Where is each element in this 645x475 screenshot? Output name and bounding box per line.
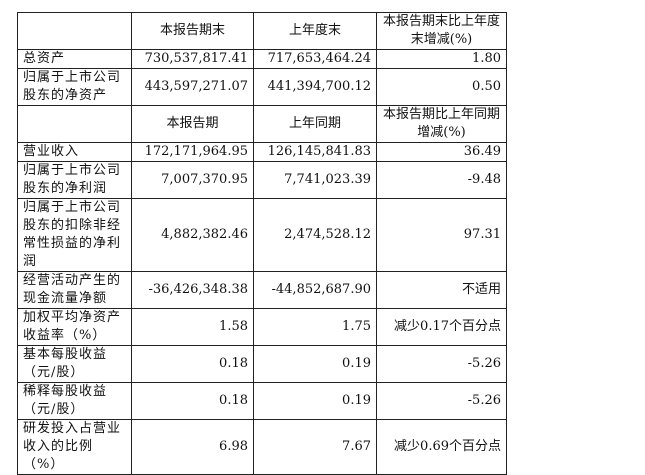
table-row: 基本每股收益（元/股） 0.18 0.19 -5.26 xyxy=(17,345,507,383)
header-current-period: 本报告期 xyxy=(131,105,254,143)
cell-value: 6.98 xyxy=(131,419,254,475)
cell-value: 0.19 xyxy=(253,382,377,420)
cell-value: -36,426,348.38 xyxy=(131,271,254,309)
cell-value: 1.58 xyxy=(131,308,254,346)
cell-value: -44,852,687.90 xyxy=(253,271,377,309)
cell-value: 441,394,700.12 xyxy=(253,68,377,106)
cell-value: 1.75 xyxy=(253,308,377,346)
cell-value: 7,007,370.95 xyxy=(131,161,254,199)
header-empty xyxy=(17,105,132,143)
cell-value: -9.48 xyxy=(376,161,507,199)
cell-value: 减少0.69个百分点 xyxy=(376,419,507,475)
table-row: 经营活动产生的现金流量净额 -36,426,348.38 -44,852,687… xyxy=(17,271,507,309)
cell-value: -5.26 xyxy=(376,382,507,420)
cell-value: 0.19 xyxy=(253,345,377,383)
cell-value: 不适用 xyxy=(376,271,507,309)
cell-value: 1.80 xyxy=(376,49,507,69)
table-row: 归属于上市公司股东的净资产 443,597,271.07 441,394,700… xyxy=(17,68,507,106)
cell-value: 0.18 xyxy=(131,345,254,383)
header-row: 本报告期末 上年度末 本报告期末比上年度末增减(%) xyxy=(17,12,507,50)
cell-value: 730,537,817.41 xyxy=(131,49,254,69)
cell-value: 443,597,271.07 xyxy=(131,68,254,106)
cell-value: 2,474,528.12 xyxy=(253,198,377,272)
header-empty xyxy=(17,12,132,50)
cell-value: 0.50 xyxy=(376,68,507,106)
row-label: 基本每股收益（元/股） xyxy=(17,345,132,383)
cell-value: -5.26 xyxy=(376,345,507,383)
header-prior-year-period: 上年同期 xyxy=(253,105,377,143)
cell-value: 7,741,023.39 xyxy=(253,161,377,199)
header-change-pct: 本报告期末比上年度末增减(%) xyxy=(376,12,507,50)
table-row: 归属于上市公司股东的扣除非经常性损益的净利润 4,882,382.46 2,47… xyxy=(17,198,507,272)
row-label: 研发投入占营业收入的比例（%） xyxy=(17,419,132,475)
row-label: 总资产 xyxy=(17,49,132,69)
cell-value: 126,145,841.83 xyxy=(253,142,377,162)
row-label: 归属于上市公司股东的扣除非经常性损益的净利润 xyxy=(17,198,132,272)
row-label: 归属于上市公司股东的净利润 xyxy=(17,161,132,199)
cell-value: 36.49 xyxy=(376,142,507,162)
table-row: 稀释每股收益（元/股） 0.18 0.19 -5.26 xyxy=(17,382,507,420)
table-row: 归属于上市公司股东的净利润 7,007,370.95 7,741,023.39 … xyxy=(17,161,507,199)
cell-value: 0.18 xyxy=(131,382,254,420)
table-row: 加权平均净资产收益率（%） 1.58 1.75 减少0.17个百分点 xyxy=(17,308,507,346)
cell-value: 172,171,964.95 xyxy=(131,142,254,162)
header-change-pct: 本报告期比上年同期增减(%) xyxy=(376,105,507,143)
table-row: 总资产 730,537,817.41 717,653,464.24 1.80 xyxy=(17,49,507,69)
row-label: 归属于上市公司股东的净资产 xyxy=(17,68,132,106)
table-row: 研发投入占营业收入的比例（%） 6.98 7.67 减少0.69个百分点 xyxy=(17,419,507,475)
header-current-period-end: 本报告期末 xyxy=(131,12,254,50)
cell-value: 717,653,464.24 xyxy=(253,49,377,69)
row-label: 稀释每股收益（元/股） xyxy=(17,382,132,420)
cell-value: 7.67 xyxy=(253,419,377,475)
row-label: 经营活动产生的现金流量净额 xyxy=(17,271,132,309)
cell-value: 减少0.17个百分点 xyxy=(376,308,507,346)
row-label: 加权平均净资产收益率（%） xyxy=(17,308,132,346)
header-prior-year-end: 上年度末 xyxy=(253,12,377,50)
cell-value: 97.31 xyxy=(376,198,507,272)
row-label: 营业收入 xyxy=(17,142,132,162)
header-row: 本报告期 上年同期 本报告期比上年同期增减(%) xyxy=(17,105,507,143)
table-row: 营业收入 172,171,964.95 126,145,841.83 36.49 xyxy=(17,142,507,162)
financial-data-table: 本报告期末 上年度末 本报告期末比上年度末增减(%) 总资产 730,537,8… xyxy=(17,12,507,475)
cell-value: 4,882,382.46 xyxy=(131,198,254,272)
